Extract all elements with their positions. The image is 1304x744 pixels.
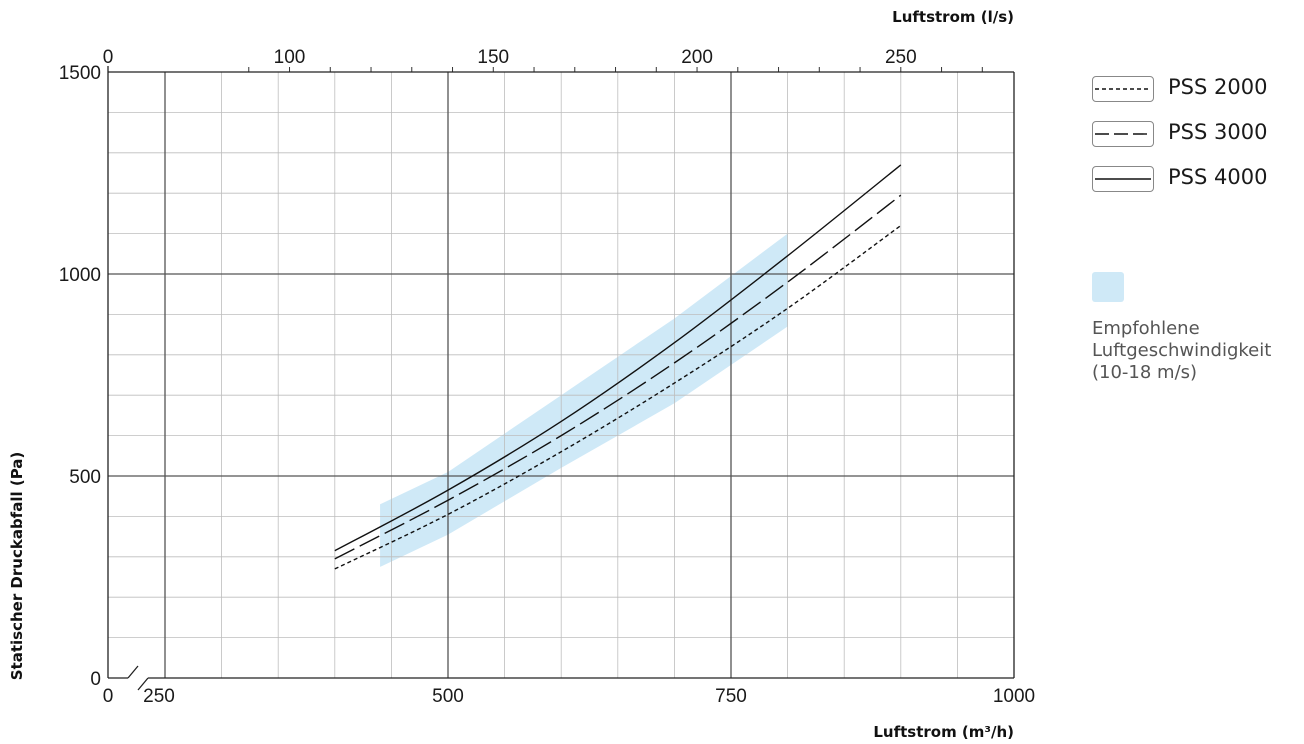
x2-axis-title: Luftstrom (l/s) [892,8,1014,26]
recommended-velocity-band-layer [380,233,788,567]
legend-label-pss2000: PSS 2000 [1168,75,1268,99]
x-tick-label: 1000 [993,686,1035,707]
recommended-velocity-band [380,233,788,567]
band-note-line: Luftgeschwindigkeit [1092,340,1272,361]
x-tick-label: 0 [103,686,114,707]
y-tick-label: 1000 [59,265,101,286]
x2-tick-label: 250 [885,47,917,68]
grid [108,72,1014,678]
series-line-pss2000 [334,224,902,570]
series-line-pss3000 [334,194,902,560]
x-tick-label: 250 [143,686,175,707]
x2-tick-label: 200 [681,47,713,68]
y-axis-title: Statischer Druckabfall (Pa) [8,452,26,681]
x2-tick-label: 0 [103,47,114,68]
tick-labels: 0 250 500 750 1000 0 100 150 200 250 0 500 1000 1500 [59,47,1035,707]
band-note-line: Empfohlene [1092,318,1200,339]
legend-swatch-pss4000 [1092,166,1154,192]
x-tick-label: 500 [432,686,464,707]
legend-label-velocity-band: Empfohlene Luftgeschwindigkeit (10-18 m/… [1092,318,1271,384]
y-tick-label: 0 [90,669,101,690]
legend-label-pss4000: PSS 4000 [1168,165,1268,189]
series-lines [334,164,902,570]
axes [107,66,1015,691]
series-line-pss4000 [334,164,902,552]
legend-swatch-pss3000 [1092,121,1154,147]
axis-break-mark [137,677,149,691]
legend-swatch-velocity-band [1092,272,1124,302]
legend-swatch-pss2000 [1092,76,1154,102]
axis-break-mark [127,665,139,679]
y-tick-label: 500 [69,467,101,488]
x-axis-title: Luftstrom (m³/h) [873,723,1014,741]
y-tick-label: 1500 [59,63,101,84]
legend-label-pss3000: PSS 3000 [1168,120,1268,144]
band-note-line: (10-18 m/s) [1092,362,1198,383]
x2-tick-label: 150 [477,47,509,68]
x-tick-label: 750 [715,686,747,707]
x2-tick-label: 100 [274,47,306,68]
